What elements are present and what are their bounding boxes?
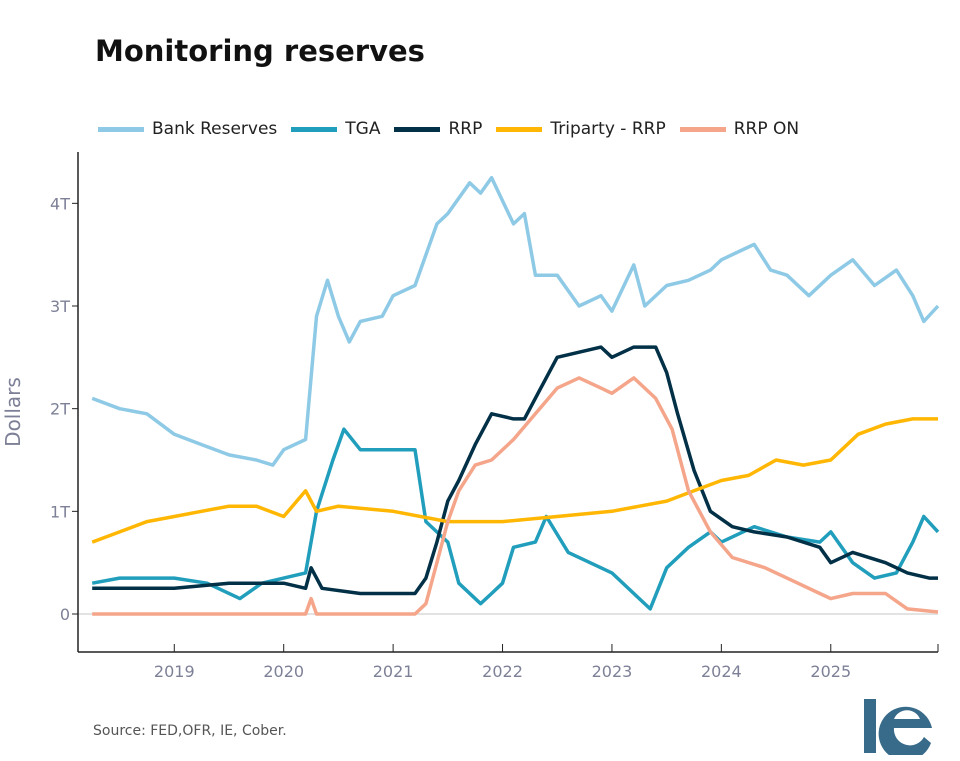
legend-item[interactable]: TGA bbox=[291, 119, 380, 139]
y-tick-label: 2T bbox=[50, 400, 70, 419]
legend-swatch bbox=[98, 126, 144, 132]
x-tick-label: 2021 bbox=[373, 662, 414, 681]
series-line-rrp bbox=[92, 345, 938, 596]
y-tick-label: 1T bbox=[50, 502, 70, 521]
legend-label: TGA bbox=[345, 119, 381, 139]
x-tick-label: 2019 bbox=[154, 662, 195, 681]
legend-item[interactable]: Bank Reserves bbox=[98, 119, 277, 139]
x-tick-label: 2024 bbox=[701, 662, 742, 681]
series-line-rrp-on bbox=[92, 376, 939, 616]
y-tick-label: 4T bbox=[50, 194, 70, 213]
legend-item[interactable]: RRP ON bbox=[679, 119, 800, 139]
series-line-bank-reserves bbox=[91, 175, 940, 467]
legend-swatch bbox=[291, 126, 338, 132]
legend-item[interactable]: Triparty - RRP bbox=[496, 119, 666, 139]
chart-title: Monitoring reserves bbox=[95, 34, 425, 68]
legend-label: RRP ON bbox=[733, 119, 800, 139]
legend-swatch bbox=[496, 126, 543, 132]
legend-swatch bbox=[679, 126, 726, 132]
y-axis-label: Dollars bbox=[1, 377, 25, 447]
series-line-triparty-rrp bbox=[91, 417, 938, 544]
legend-item[interactable]: RRP bbox=[394, 119, 482, 139]
legend-swatch bbox=[394, 126, 441, 132]
legend: Bank Reserves TGA RRP Triparty - RRP RRP… bbox=[98, 119, 799, 139]
x-tick-label: 2025 bbox=[810, 662, 851, 681]
x-tick-label: 2022 bbox=[482, 662, 523, 681]
source-note: Source: FED,OFR, IE, Cober. bbox=[93, 723, 287, 739]
y-tick-label: 0 bbox=[60, 605, 70, 624]
x-tick-label: 2023 bbox=[592, 662, 633, 681]
legend-label: RRP bbox=[448, 119, 483, 139]
ie-logo bbox=[864, 699, 932, 755]
legend-label: Bank Reserves bbox=[152, 119, 278, 139]
legend-label: Triparty - RRP bbox=[550, 119, 666, 139]
series-line-tga bbox=[91, 427, 940, 611]
x-tick-label: 2020 bbox=[263, 662, 304, 681]
y-tick-label: 3T bbox=[50, 297, 70, 316]
